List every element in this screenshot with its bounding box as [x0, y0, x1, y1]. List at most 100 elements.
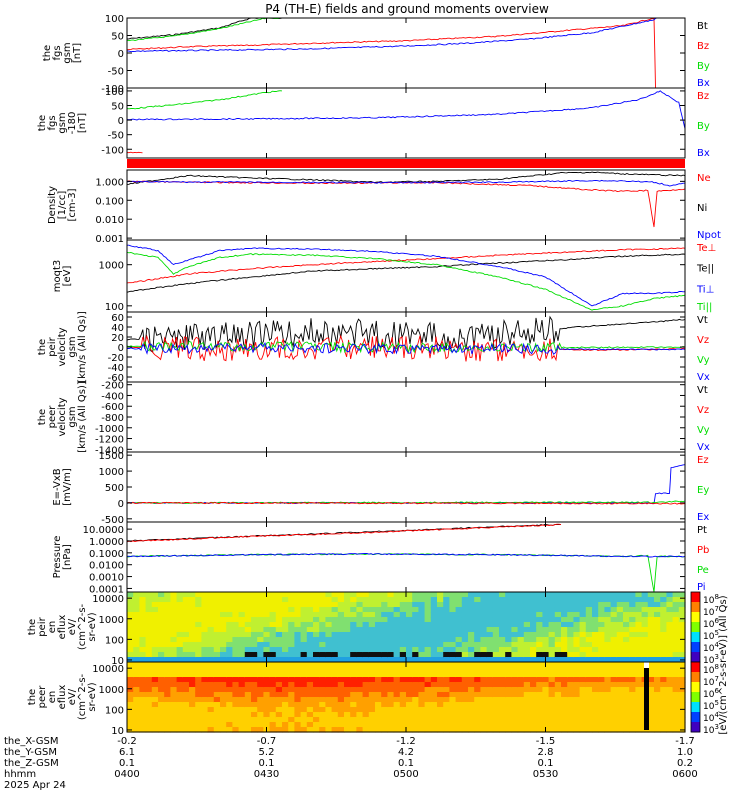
y-axis-label: [mV/m] [62, 468, 73, 506]
y-tick-label: 1.0000 [89, 537, 124, 548]
series-Ne-line [126, 180, 686, 228]
y-tick-label: -200 [101, 381, 124, 392]
series-Bt-line [126, 17, 283, 40]
legend-Te: Te⊥ [696, 243, 716, 254]
legend-Vx: Vx [697, 372, 710, 383]
series-Bx-line [126, 90, 686, 129]
y-tick-label: 1000 [99, 467, 124, 478]
x-axis-tick-label: 0500 [393, 769, 418, 780]
time-axis: the_X-GSM -0.2 -0.7 -1.2 -1.5 -1.7 the_Y-GSM 6.… [4, 736, 698, 791]
legend-Ti: Ti|| [696, 302, 712, 313]
y-tick-label: -50 [108, 67, 124, 78]
y-axis-label: [cm-3] [67, 188, 78, 221]
y-tick-label: 0 [118, 499, 124, 510]
legend-Vt: Vt [697, 315, 708, 326]
series-Ni-line [126, 171, 686, 185]
y-tick-label: -1400 [95, 445, 124, 456]
y-axis-label: velocity [57, 327, 68, 366]
legend-Pt: Pt [697, 525, 707, 536]
x-axis-tick-label: 0.1 [119, 758, 135, 769]
series-Bz-line [126, 151, 143, 154]
series-Te-line [126, 253, 686, 293]
legend-Pi: Pi [697, 582, 706, 593]
series-Bz-line [126, 18, 658, 89]
x-axis-tick-label: -0.2 [117, 736, 137, 747]
x-axis-tick-label: 0.1 [259, 758, 275, 769]
y-axis-label: [eV] [62, 266, 73, 287]
legend-Vx: Vx [697, 442, 710, 453]
series-Ti-line [126, 251, 686, 311]
y-tick-label: 0.001 [95, 234, 124, 245]
series-By-line [126, 17, 282, 42]
y-axis-label: [nPa] [62, 544, 73, 570]
y-axis-label: [nT] [77, 113, 88, 133]
y-tick-label: 100 [105, 705, 124, 716]
y-axis-label: gsm [57, 112, 68, 133]
y-tick-label: 10000 [92, 664, 124, 675]
y-tick-label: 1.000 [95, 177, 124, 188]
y-tick-label: -1200 [95, 435, 124, 446]
x-axis-tick-label: 0.1 [538, 758, 554, 769]
y-axis-label: en [47, 621, 58, 634]
x-axis-row-label: the_Z-GSM [4, 758, 59, 769]
y-axis-label: [1/cc] [57, 191, 68, 220]
y-axis-label: gsm [62, 42, 73, 63]
series-Npot-line [126, 179, 685, 187]
x-axis-row-label: the_Y-GSM [4, 747, 57, 758]
y-tick-label: 0 [118, 49, 124, 60]
y-axis-label: Density [47, 186, 58, 224]
panel-4: 1000 100 moqt3 [eV] Te⊥ Te|| Ti⊥ Ti|| [52, 239, 716, 313]
y-axis-label: Pressure [52, 536, 63, 579]
y-tick-label: 0.100 [95, 196, 124, 207]
y-axis-label: sr-eV) [87, 682, 98, 711]
legend-Ex: Ex [697, 512, 709, 523]
y-axis-label: the [37, 409, 48, 425]
y-tick-label: 100 [105, 635, 124, 646]
series-Ez-line [126, 501, 686, 505]
x-axis-tick-label: -0.7 [257, 736, 277, 747]
y-tick-label: 500 [105, 483, 124, 494]
y-tick-label: 10.0000 [83, 525, 124, 536]
panel-3: 1.000 0.100 0.010 0.001 Density [1/cc] [cm-3] N… [47, 169, 721, 245]
series-Vx-line [127, 341, 686, 355]
y-axis-label: eV/ [67, 688, 78, 705]
legend-Bz: Bz [697, 91, 709, 102]
y-tick-label: 0.1000 [89, 549, 124, 560]
legend-Bx: Bx [697, 78, 710, 89]
x-axis-tick-label: 4.2 [398, 747, 414, 758]
y-axis-label: the [37, 115, 48, 131]
x-axis-tick-label: 0530 [533, 769, 558, 780]
y-tick-label: 10 [111, 726, 124, 737]
x-axis-tick-label: 2.8 [538, 747, 554, 758]
y-tick-label: -400 [101, 391, 124, 402]
y-axis-label: eflux [57, 685, 68, 710]
panel-frame [126, 451, 686, 523]
y-tick-label: 0 [118, 343, 124, 354]
panel-2: 100 50 0 -50 -100 the fgs gsm -180 [nT] Bz By Bx [37, 87, 710, 159]
panel-frame [126, 87, 686, 159]
x-axis-tick-label: 5.2 [259, 747, 275, 758]
y-tick-label: -40 [108, 363, 124, 374]
series-Ti-line [127, 244, 686, 307]
spectrogram-9 [127, 592, 686, 663]
series-Pb-line [126, 523, 562, 543]
y-tick-label: 0.0100 [89, 561, 124, 572]
y-tick-label: 0.0010 [89, 573, 124, 584]
legend-Pe: Pe [697, 565, 709, 576]
legend-Bx: Bx [697, 148, 710, 159]
x-axis-tick-label: 6.1 [119, 747, 135, 758]
data-gap-cap [644, 662, 649, 668]
legend-Ne: Ne [697, 173, 711, 184]
y-tick-label: -1000 [95, 424, 124, 435]
panel-frame [126, 381, 686, 453]
y-tick-label: 0 [118, 116, 124, 127]
separator-bar [127, 159, 685, 168]
y-axis-label: sr-eV) [87, 612, 98, 641]
y-tick-label: -60 [108, 373, 124, 384]
figure-title: P4 (TH-E) fields and ground moments over… [265, 2, 549, 16]
